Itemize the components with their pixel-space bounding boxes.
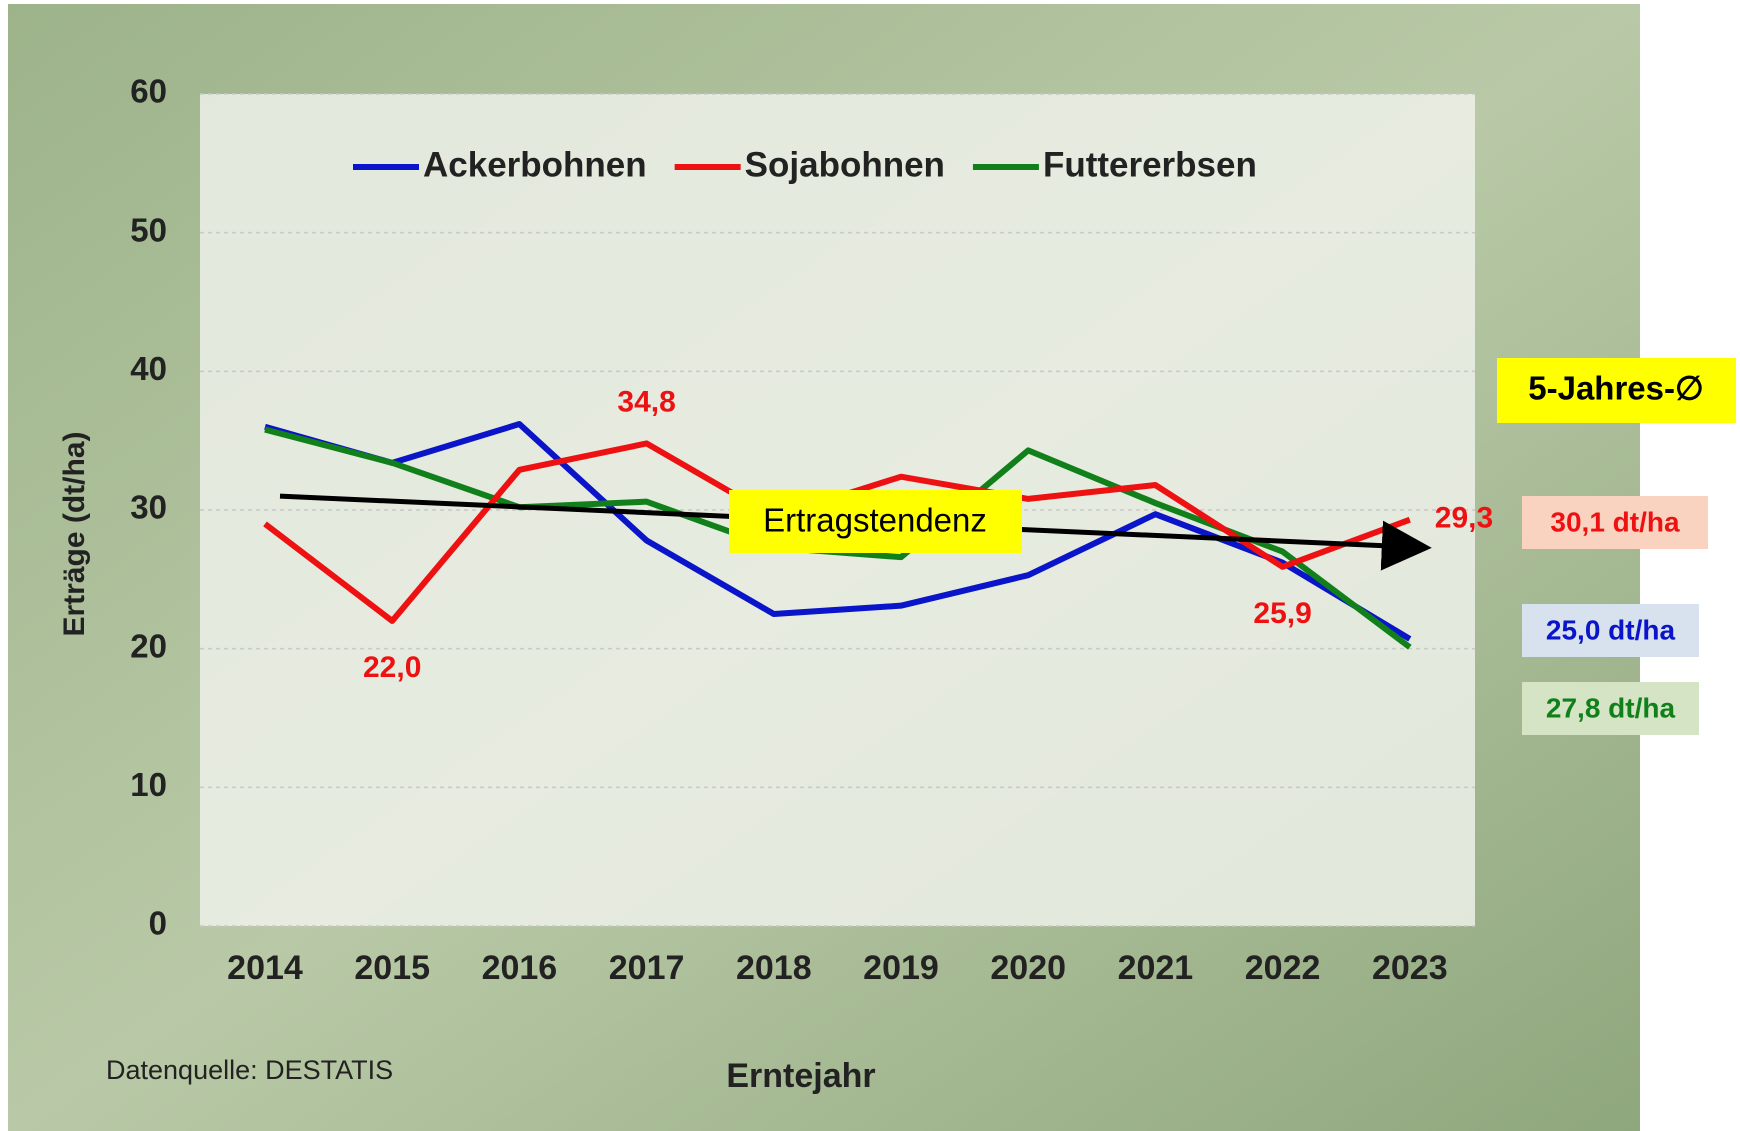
- legend-label: Sojabohnen: [745, 145, 945, 184]
- x-tick-label: 2018: [736, 949, 812, 987]
- data-label: 22,0: [363, 651, 421, 684]
- average-label: 27,8 dt/ha: [1546, 692, 1676, 723]
- y-tick-label: 0: [149, 905, 167, 942]
- x-tick-label: 2015: [354, 949, 430, 987]
- average-title: 5-Jahres-∅: [1528, 370, 1704, 407]
- source-note: Datenquelle: DESTATIS: [106, 1055, 393, 1085]
- x-axis-title: Erntejahr: [726, 1057, 875, 1095]
- trend-label: Ertragstendenz: [763, 502, 987, 539]
- y-tick-label: 60: [130, 73, 167, 110]
- x-tick-label: 2021: [1118, 949, 1194, 987]
- y-tick-label: 20: [130, 627, 167, 664]
- x-tick-label: 2014: [227, 949, 303, 987]
- x-tick-label: 2020: [990, 949, 1066, 987]
- legend-label: Futtererbsen: [1043, 145, 1257, 184]
- x-tick-label: 2019: [863, 949, 939, 987]
- y-tick-label: 40: [130, 350, 167, 387]
- x-tick-label: 2023: [1372, 949, 1448, 987]
- y-axis-title: Erträge (dt/ha): [58, 431, 91, 636]
- data-label: 25,9: [1253, 597, 1311, 630]
- chart: Erträge (dt/ha) Erntejahr Datenquelle: D…: [0, 0, 1740, 1131]
- data-label: 29,3: [1435, 502, 1493, 535]
- average-label: 25,0 dt/ha: [1546, 614, 1676, 645]
- average-label: 30,1 dt/ha: [1550, 506, 1680, 537]
- y-tick-label: 50: [130, 211, 167, 248]
- x-tick-label: 2016: [482, 949, 558, 987]
- x-tick-label: 2017: [609, 949, 685, 987]
- x-tick-label: 2022: [1245, 949, 1321, 987]
- y-tick-label: 30: [130, 489, 167, 526]
- legend-label: Ackerbohnen: [423, 145, 647, 184]
- data-label: 34,8: [617, 385, 675, 418]
- y-tick-label: 10: [130, 766, 167, 803]
